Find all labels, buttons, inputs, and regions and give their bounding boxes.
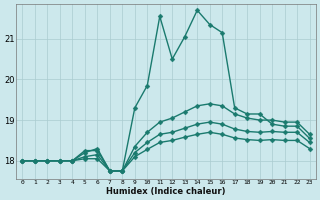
X-axis label: Humidex (Indice chaleur): Humidex (Indice chaleur) xyxy=(106,187,226,196)
